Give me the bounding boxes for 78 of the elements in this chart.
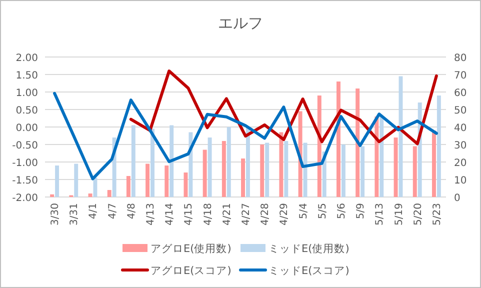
- x-tick-label: 5/23: [432, 203, 443, 226]
- x-tick-label: 5/4: [298, 203, 310, 220]
- bar: [356, 88, 360, 197]
- bar: [222, 141, 226, 197]
- x-tick-label: 4/18: [202, 203, 214, 226]
- y2-tick-label: 30: [454, 140, 467, 152]
- line-series: [129, 70, 438, 146]
- legend-label: ミッドE(使用数): [268, 243, 350, 255]
- x-tick-label: 4/14: [164, 203, 176, 226]
- x-tick-label: 3/31: [69, 203, 80, 226]
- chart-title: エルフ: [218, 14, 263, 32]
- x-tick-label: 4/8: [126, 203, 138, 220]
- x-tick-label: 5/19: [394, 203, 405, 226]
- y-tick-label: -2.00: [12, 193, 38, 204]
- x-tick-label: 5/20: [412, 203, 424, 226]
- bar: [50, 194, 54, 197]
- y-tick-label: 2.00: [16, 53, 38, 64]
- bar: [188, 132, 193, 197]
- bar: [184, 172, 188, 197]
- y2-tick-label: 50: [454, 106, 467, 116]
- x-tick-label: 5/6: [336, 203, 348, 220]
- y2-tick-label: 80: [454, 53, 467, 64]
- y-tick-label: -1.50: [12, 176, 38, 186]
- bar: [380, 116, 384, 197]
- bar: [107, 190, 112, 197]
- y-tick-label: -1.00: [12, 158, 38, 169]
- x-tick-label: 4/29: [279, 203, 290, 226]
- x-tick-label: 4/27: [241, 203, 252, 226]
- bar: [74, 164, 78, 197]
- y2-tick-label: 60: [454, 88, 467, 99]
- bar: [146, 164, 150, 197]
- bar: [164, 166, 169, 197]
- y-tick-label: 1.00: [16, 88, 38, 99]
- y-tick-label: 1.50: [16, 70, 38, 82]
- bar: [202, 150, 207, 197]
- x-tick-label: 4/7: [107, 203, 118, 220]
- bar: [360, 146, 365, 197]
- x-tick-label: 4/1: [88, 203, 100, 220]
- bar: [412, 146, 417, 197]
- bar: [226, 127, 231, 197]
- bar: [93, 178, 98, 197]
- legend-label: アグロE(スコア): [150, 265, 232, 277]
- y-tick-label: 0.00: [16, 123, 38, 134]
- bar: [208, 138, 212, 197]
- x-tick-label: 4/28: [260, 203, 272, 226]
- y2-tick-label: 0: [454, 193, 460, 204]
- bar: [150, 128, 154, 197]
- bar: [436, 96, 441, 197]
- y-tick-label: -0.50: [12, 140, 38, 152]
- x-tick-label: 5/13: [374, 203, 386, 226]
- bar: [170, 125, 174, 197]
- x-tick-label: 4/13: [146, 203, 157, 226]
- bar: [303, 142, 308, 197]
- bar: [126, 176, 130, 197]
- x-tick-label: 5/5: [317, 203, 328, 220]
- bar: [131, 125, 136, 197]
- x-tick-label: 4/15: [184, 203, 195, 226]
- bar: [265, 142, 270, 197]
- bar: [432, 130, 436, 197]
- line-series: [53, 92, 438, 180]
- y2-tick-label: 20: [454, 158, 467, 169]
- y2-tick-label: 40: [454, 123, 467, 134]
- bar: [246, 127, 250, 197]
- y2-tick-label: 70: [454, 70, 467, 82]
- legend-label: アグロE(使用数): [150, 243, 232, 255]
- bar: [55, 166, 60, 197]
- y-tick-label: 0.50: [16, 106, 38, 116]
- x-tick-label: 4/21: [222, 203, 233, 226]
- bar: [241, 158, 245, 197]
- bar: [279, 132, 284, 197]
- x-tick-label: 5/9: [356, 203, 367, 220]
- y2-tick-label: 10: [454, 176, 467, 186]
- bar: [260, 144, 264, 197]
- legend-label: ミッドE(スコア): [268, 265, 350, 277]
- bar: [341, 144, 346, 197]
- x-tick-label: 3/30: [50, 203, 62, 226]
- bar: [394, 138, 398, 197]
- bar: [284, 141, 288, 197]
